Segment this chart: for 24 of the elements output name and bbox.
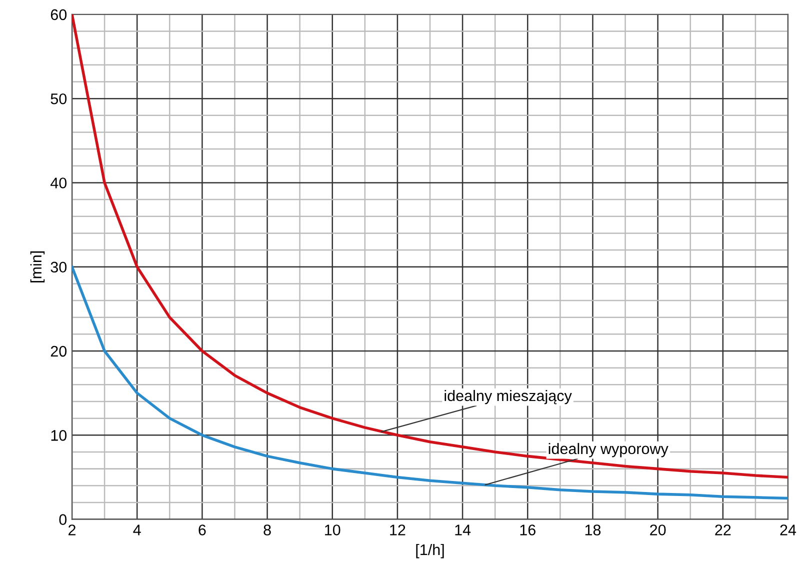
y-tick-label: 50 (50, 93, 67, 104)
y-tick-label: 60 (50, 9, 67, 20)
x-tick-label: 6 (198, 524, 206, 536)
y-axis-title: [min] (30, 251, 45, 282)
y-tick-label: 30 (50, 262, 67, 273)
y-tick-label: 0 (59, 514, 67, 525)
annotation: idealny wyporowy (548, 442, 668, 458)
x-tick-label: 12 (390, 524, 406, 536)
x-tick-label: 20 (650, 524, 666, 536)
x-tick-label: 24 (780, 524, 796, 536)
x-tick-label: 10 (325, 524, 340, 536)
x-tick-label: 14 (455, 524, 471, 536)
y-tick-label: 20 (50, 346, 67, 357)
y-tick-label: 40 (50, 178, 67, 188)
x-tick-label: 2 (68, 524, 76, 536)
annotation: idealny mieszający (444, 390, 572, 404)
x-tick-label: 16 (520, 524, 536, 536)
x-tick-label: 18 (585, 524, 601, 536)
line-series (72, 265, 788, 500)
x-tick-label: 22 (715, 524, 731, 536)
y-tick-label: 10 (51, 430, 67, 441)
x-axis-title: [1/h] (416, 544, 444, 558)
x-tick-label: 4 (133, 524, 141, 536)
x-tick-label: 8 (264, 524, 271, 536)
